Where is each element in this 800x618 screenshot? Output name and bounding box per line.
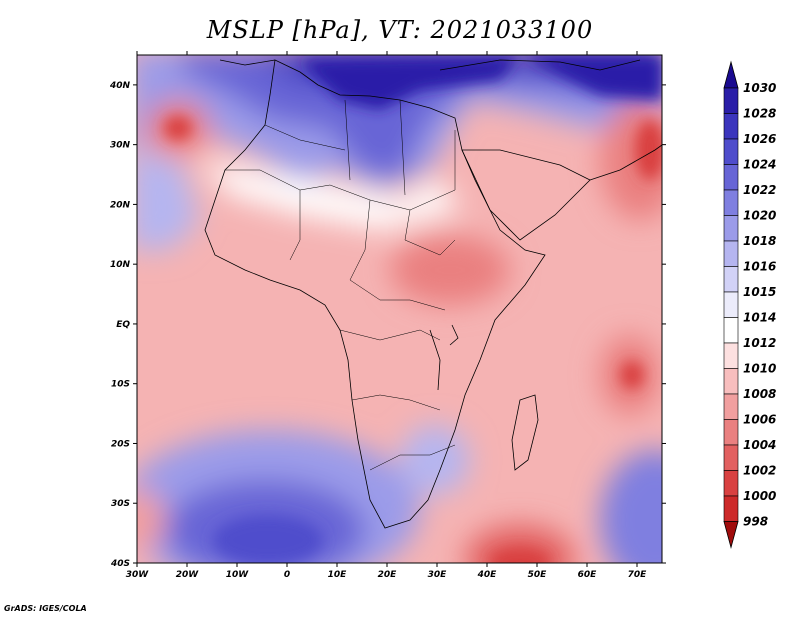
y-tick-label: 30S (111, 499, 130, 509)
colorbar-label: 1030 (743, 81, 776, 95)
credit-text: GrADS: IGES/COLA (4, 604, 87, 613)
y-tick-label: 10N (110, 260, 131, 270)
colorbar-label: 1018 (743, 234, 776, 248)
colorbar-swatch (723, 368, 739, 395)
colorbar-swatch (723, 444, 739, 471)
colorbar-label: 1000 (743, 489, 776, 503)
x-tick-label: 10W (226, 570, 250, 580)
colorbar-swatch (723, 393, 739, 420)
x-axis-ticks: 30W 20W 10W 0 10E 20E 30E 40E 50E 60E 70E (126, 51, 647, 580)
colorbar-top-arrow (723, 60, 739, 89)
coastlines (204, 59, 662, 529)
colorbar-label: 1014 (743, 311, 776, 325)
colorbar-label: 1024 (743, 158, 776, 172)
x-tick-label: 0 (284, 570, 290, 580)
y-tick-label: EQ (116, 320, 130, 330)
colorbar-swatch (723, 240, 739, 267)
country-borders (225, 99, 456, 471)
y-axis-ticks: 40N 30N 20N 10N EQ 10S 20S 30S 40S (109, 81, 666, 569)
x-tick-label: 50E (528, 570, 548, 580)
colorbar-label: 1028 (743, 107, 776, 121)
x-tick-label: 30E (428, 570, 448, 580)
colorbar-swatch (723, 164, 739, 191)
y-tick-label: 30N (110, 141, 131, 151)
x-tick-label: 10E (328, 570, 348, 580)
y-tick-label: 10S (111, 380, 130, 390)
y-tick-label: 40S (110, 559, 130, 569)
x-tick-label: 20W (176, 570, 200, 580)
colorbar-swatch (723, 342, 739, 369)
colorbar-label: 998 (743, 515, 768, 529)
colorbar-label: 1006 (743, 413, 776, 427)
colorbar: 1030 1028 1026 1024 1022 1020 1018 1016 1015 1014… (723, 60, 776, 550)
y-tick-label: 40N (109, 81, 131, 91)
colorbar-label: 1004 (743, 438, 776, 452)
colorbar-label: 1012 (743, 336, 776, 350)
colorbar-swatch (723, 138, 739, 165)
x-tick-label: 40E (477, 570, 498, 580)
x-tick-label: 30W (126, 570, 150, 580)
colorbar-swatch (723, 291, 739, 318)
colorbar-swatch (723, 317, 739, 344)
colorbar-swatch (723, 470, 739, 497)
colorbar-label: 1015 (743, 285, 776, 299)
colorbar-swatch (723, 87, 739, 114)
map-title: MSLP [hPa], VT: 2021033100 (206, 16, 594, 44)
colorbar-label: 1008 (743, 387, 776, 401)
colorbar-swatch (723, 189, 739, 216)
x-tick-label: 60E (578, 570, 598, 580)
y-tick-label: 20N (110, 200, 131, 210)
x-tick-label: 20E (378, 570, 398, 580)
colorbar-label: 1022 (743, 183, 776, 197)
colorbar-label: 1002 (743, 464, 776, 478)
colorbar-swatch (723, 113, 739, 140)
colorbar-bottom-arrow (723, 521, 739, 550)
y-tick-label: 20S (111, 439, 130, 449)
colorbar-swatch (723, 266, 739, 293)
x-tick-label: 70E (628, 570, 648, 580)
colorbar-label: 1020 (743, 209, 776, 223)
colorbar-label: 1010 (743, 362, 776, 376)
colorbar-label: 1016 (743, 260, 776, 274)
colorbar-label: 1026 (743, 132, 776, 146)
map-frame (136, 54, 663, 564)
colorbar-swatch (723, 419, 739, 446)
colorbar-swatch (723, 495, 739, 522)
pressure-field (137, 55, 662, 563)
colorbar-swatch (723, 215, 739, 242)
